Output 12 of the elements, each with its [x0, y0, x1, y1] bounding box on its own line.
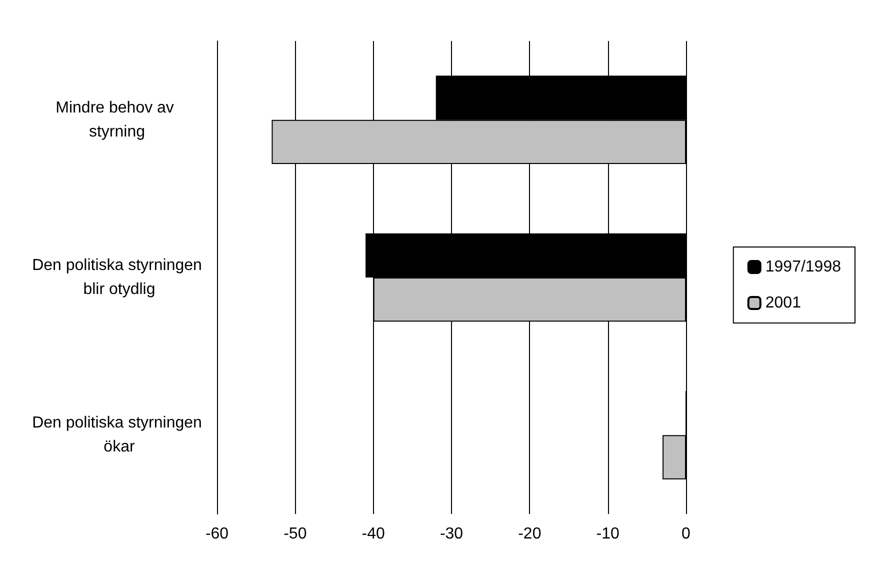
y-tick-label: Mindre behov av styrning: [56, 99, 178, 140]
x-tick-label: -30: [440, 526, 464, 542]
legend-label: 2001: [765, 294, 802, 312]
legend-label: 1997/1998: [765, 258, 842, 276]
y-tick-label: Den politiska styrningen ökar: [32, 414, 202, 456]
x-tick-label: -10: [596, 526, 620, 542]
y-tick-label: Den politiska styrningen blir otydlig: [32, 257, 202, 298]
x-tick-label: -40: [362, 526, 385, 542]
x-tick-label: 0: [682, 526, 691, 542]
x-tick-label: -50: [284, 526, 307, 542]
x-tick-label: -20: [518, 526, 542, 542]
x-tick-label: -60: [205, 526, 229, 542]
